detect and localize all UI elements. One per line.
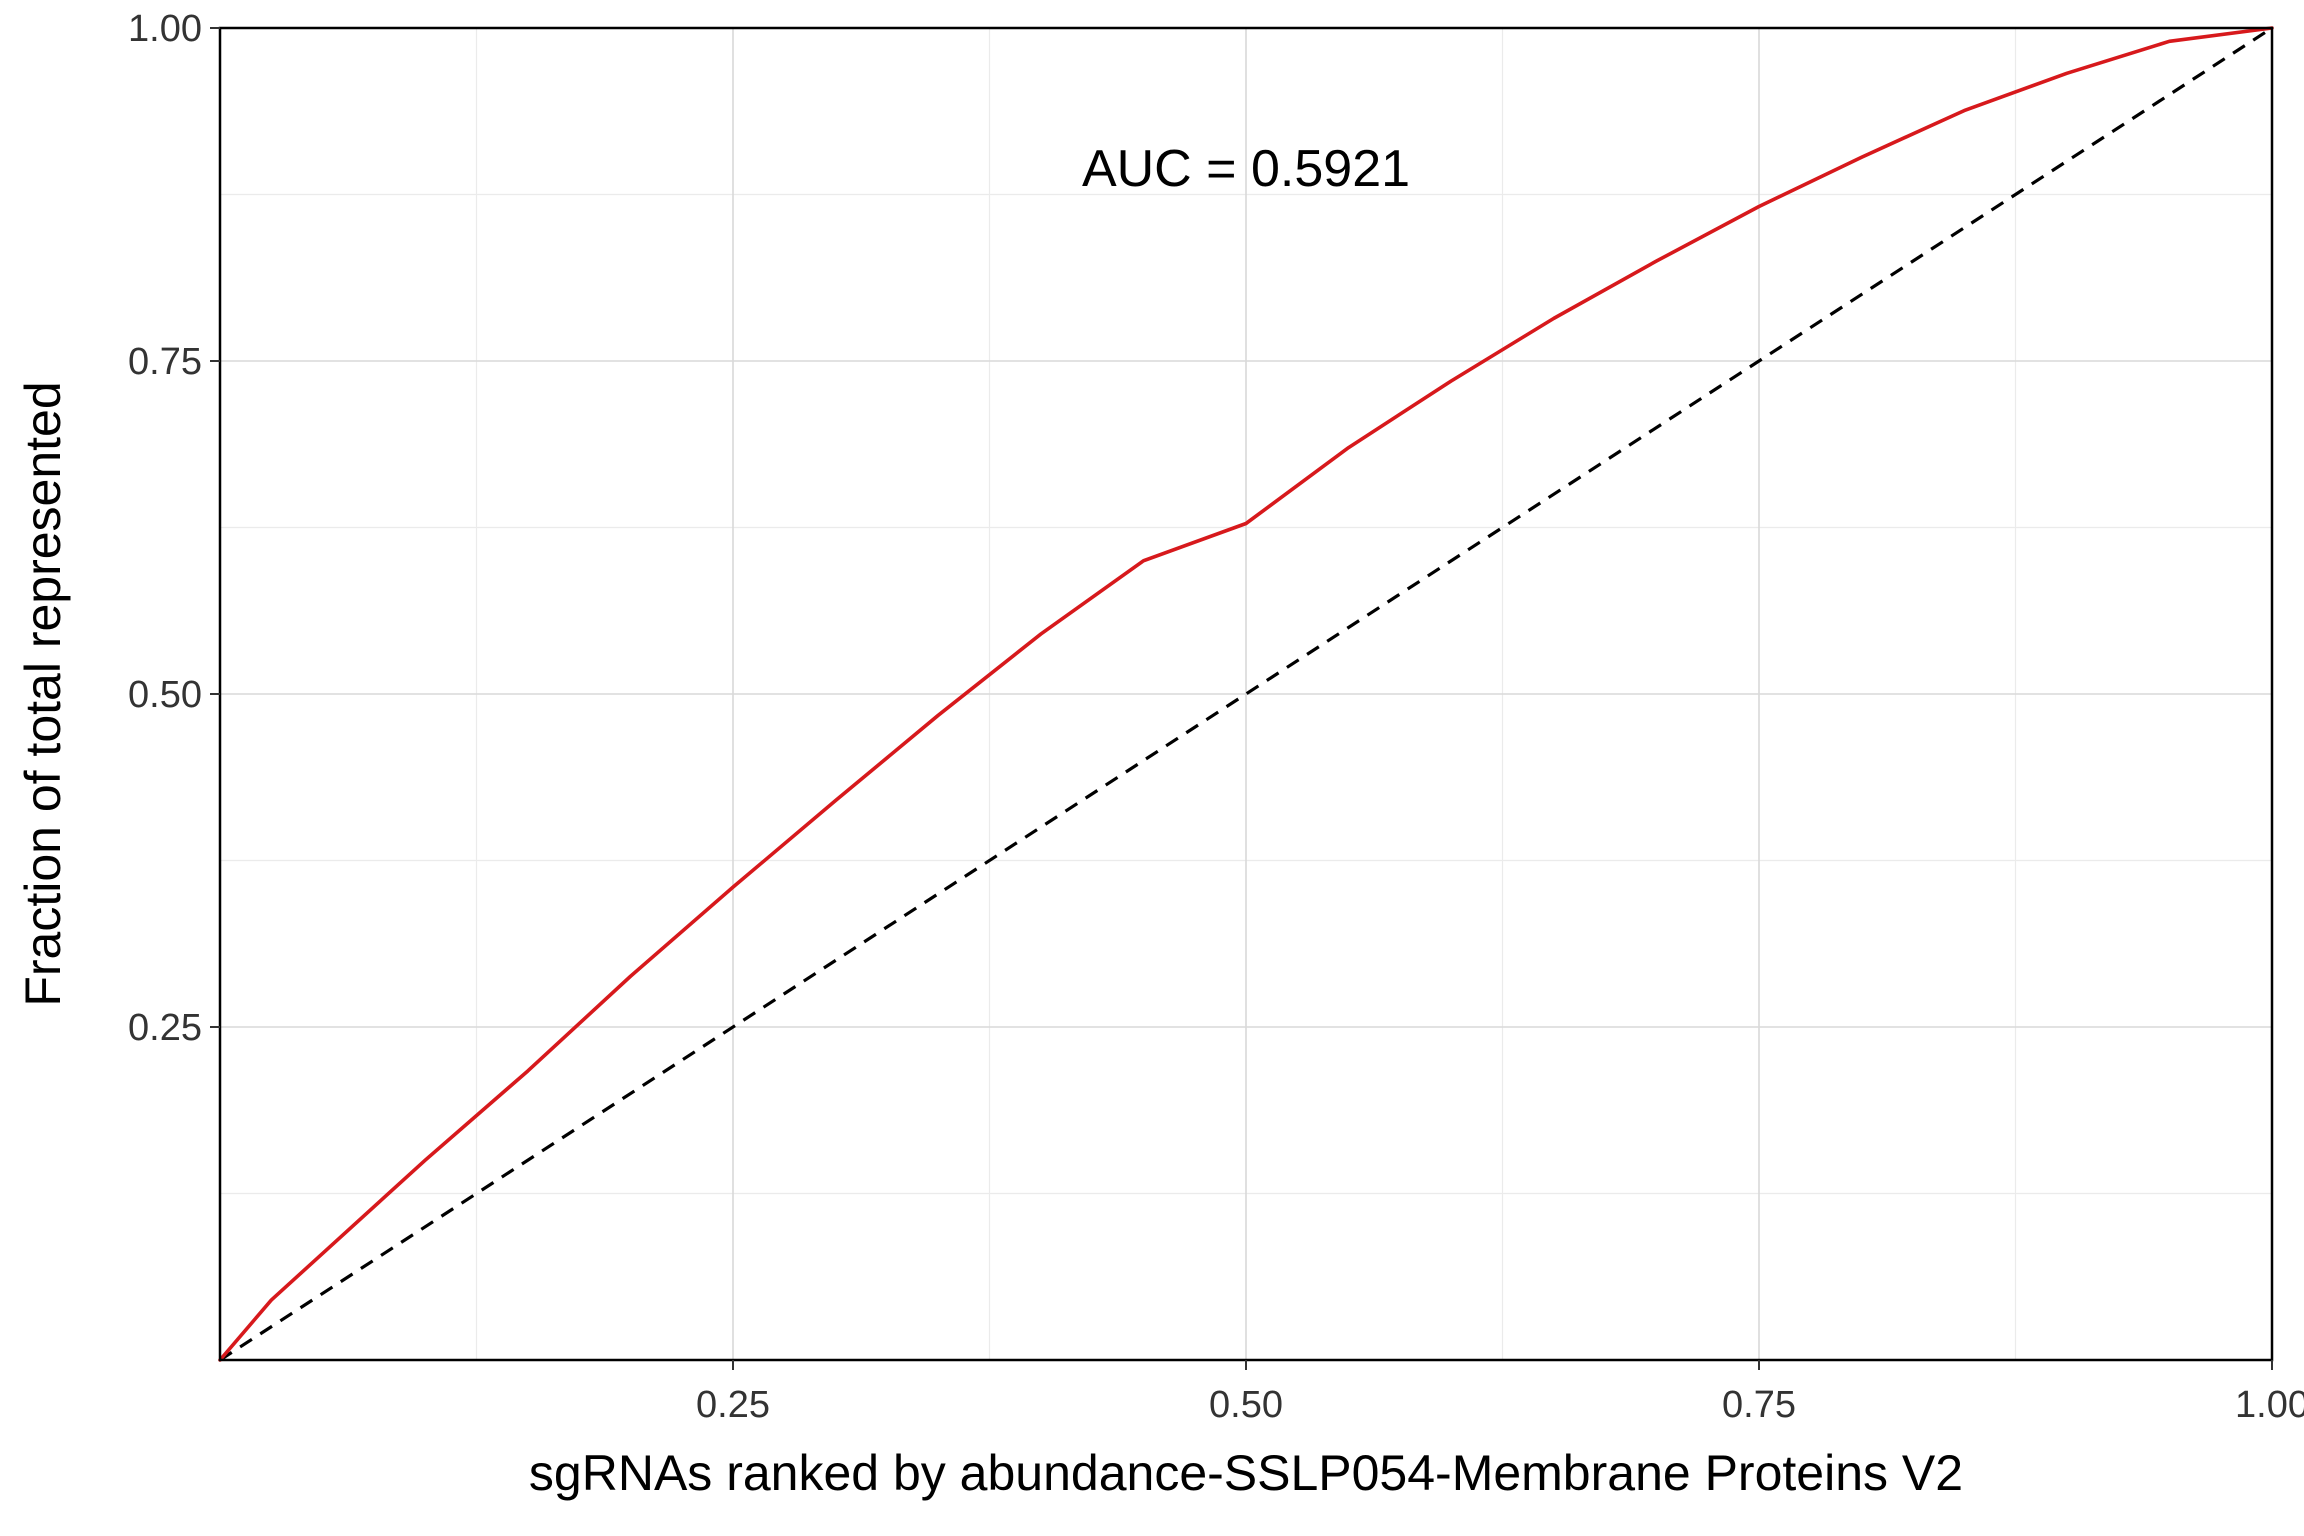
y-tick-label: 0.25 [128, 1007, 202, 1049]
x-tick-label: 1.00 [2235, 1384, 2304, 1426]
y-tick-label: 0.75 [128, 341, 202, 383]
y-axis-title: Fraction of total represented [15, 381, 71, 1006]
y-tick-label: 1.00 [128, 8, 202, 50]
y-tick-label: 0.50 [128, 674, 202, 716]
x-tick-label: 0.50 [1209, 1384, 1283, 1426]
x-tick-label: 0.25 [696, 1384, 770, 1426]
auc-annotation: AUC = 0.5921 [1082, 140, 1410, 198]
x-axis-title: sgRNAs ranked by abundance-SSLP054-Membr… [529, 1445, 1963, 1501]
x-tick-label: 0.75 [1722, 1384, 1796, 1426]
cumulative-curve-line [218, 26, 2274, 1362]
series-layer [218, 26, 2274, 1362]
axis-ticks: 0.25 0.50 0.75 1.00 0.25 0.50 0.75 1.00 [128, 8, 2304, 1426]
